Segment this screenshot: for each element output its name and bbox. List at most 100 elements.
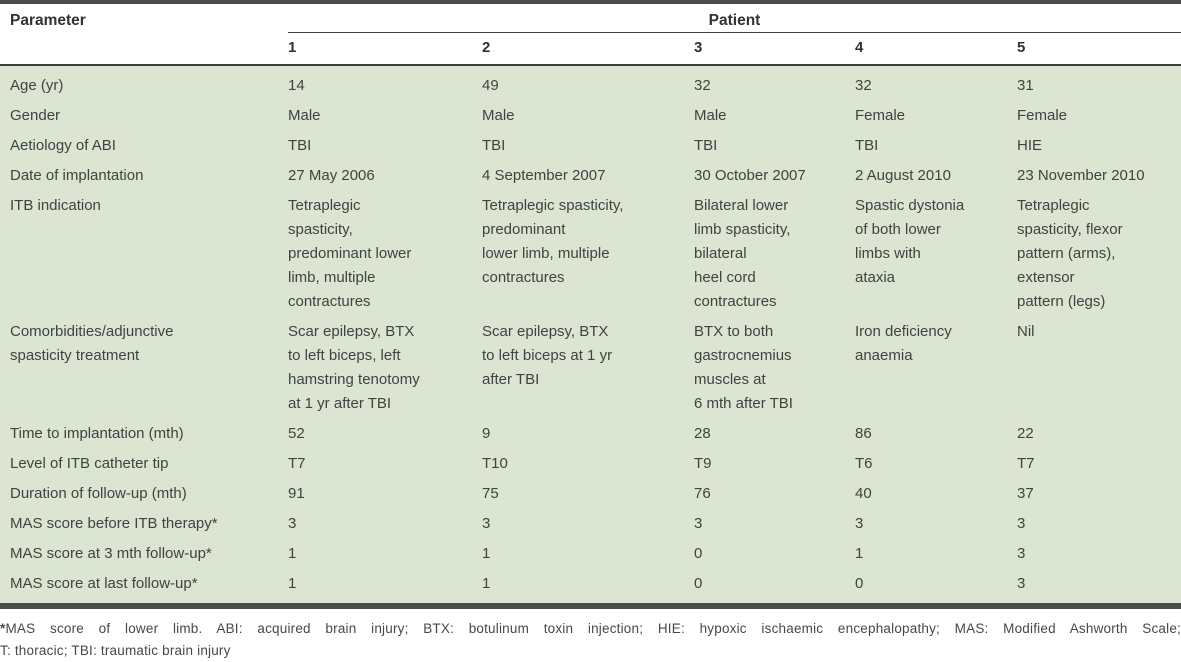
table-row: Gender Male Male Male Female Female [0,101,1181,131]
row-parameter-label: MAS score at 3 mth follow-up* [10,545,212,562]
row-parameter-label: Gender [10,107,61,124]
patient-1-header: 1 [288,32,482,66]
table-row: ITB indication Tetraplegic spasticity, pr… [0,191,1181,317]
patient-value-cell: 1 [855,545,864,562]
row-parameter-label: Comorbidities/adjunctive spasticity trea… [10,323,174,364]
row-parameter-label: MAS score at last follow-up* [10,575,198,592]
row-parameter-label: Date of implantation [10,167,144,184]
header-row-group: Parameter Patient [0,2,1181,33]
patient-value-cell: 49 [482,77,499,94]
table-header: Parameter Patient 1 2 3 4 5 [0,2,1181,66]
patient-value-cell: BTX to both gastrocnemius muscles at 6 m… [694,323,793,412]
table-row: Comorbidities/adjunctive spasticity trea… [0,317,1181,419]
patient-value-cell: HIE [1017,137,1043,154]
footnote-line-2: T: thoracic; TBI: traumatic brain injury [0,643,231,658]
row-parameter-label: MAS score before ITB therapy* [10,515,218,532]
patient-3-header: 3 [694,32,855,66]
patient-value-cell: 32 [855,77,872,94]
row-parameter-label: ITB indication [10,197,101,214]
patient-value-cell: T10 [482,455,508,472]
patient-value-cell: T7 [288,455,306,472]
patient-value-cell: 0 [855,575,864,592]
patient-value-cell: Iron deficiency anaemia [855,323,952,364]
patient-value-cell: TBI [482,137,506,154]
patient-value-cell: Female [1017,107,1068,124]
patient-value-cell: Male [694,107,727,124]
row-parameter-label: Duration of follow-up (mth) [10,485,187,502]
patient-value-cell: Tetraplegic spasticity, predominant lowe… [482,197,624,286]
patient-value-cell: 3 [1017,545,1026,562]
patient-2-header: 2 [482,32,694,66]
patient-value-cell: 22 [1017,425,1034,442]
patient-value-cell: Bilateral lower limb spasticity, bilater… [694,197,791,310]
row-parameter-label: Time to implantation (mth) [10,425,184,442]
table-row: Age (yr) 14 49 32 32 31 [0,65,1181,101]
header-row-patient-numbers: 1 2 3 4 5 [0,32,1181,66]
patient-value-cell: 28 [694,425,711,442]
patient-value-cell: 30 October 2007 [694,167,806,184]
table-row: MAS score at 3 mth follow-up* 1 1 0 1 3 [0,539,1181,569]
patient-value-cell: 27 May 2006 [288,167,375,184]
patient-value-cell: Spastic dystonia of both lower limbs wit… [855,197,965,286]
patient-value-cell: Scar epilepsy, BTX to left biceps at 1 y… [482,323,613,388]
patient-value-cell: TBI [288,137,312,154]
table-row: Aetiology of ABI TBI TBI TBI TBI HIE [0,131,1181,161]
patient-value-cell: 1 [288,575,297,592]
patient-value-cell: TBI [694,137,718,154]
table-row: MAS score at last follow-up* 1 1 0 0 3 [0,569,1181,606]
patient-5-header: 5 [1017,32,1181,66]
patient-value-cell: 3 [482,515,491,532]
patient-value-cell: 0 [694,545,703,562]
table-row: MAS score before ITB therapy* 3 3 3 3 3 [0,509,1181,539]
patient-value-cell: 37 [1017,485,1034,502]
patient-value-cell: T6 [855,455,873,472]
patient-value-cell: 4 September 2007 [482,167,606,184]
patient-value-cell: Male [482,107,515,124]
table-footnote: *MAS score of lower limb. ABI: acquired … [0,618,1181,662]
patient-value-cell: 23 November 2010 [1017,167,1145,184]
patient-value-cell: 9 [482,425,491,442]
patient-value-cell: Female [855,107,906,124]
table-row: Date of implantation 27 May 2006 4 Septemb… [0,161,1181,191]
patient-value-cell: 2 August 2010 [855,167,951,184]
patient-value-cell: 52 [288,425,305,442]
patient-value-cell: 1 [482,575,491,592]
blank-header-cell [0,32,288,66]
patient-value-cell: 3 [1017,515,1026,532]
table-row: Duration of follow-up (mth) 91 75 76 40 37 [0,479,1181,509]
row-parameter-label: Aetiology of ABI [10,137,116,154]
patient-value-cell: TBI [855,137,879,154]
table-row: Level of ITB catheter tip T7 T10 T9 T6 T7 [0,449,1181,479]
patient-value-cell: 3 [855,515,864,532]
table-body: Age (yr) 14 49 32 32 31 Gender Male Male Male Fema… [0,65,1181,606]
patient-value-cell: 1 [482,545,491,562]
patient-value-cell: 3 [694,515,703,532]
patient-value-cell: 0 [694,575,703,592]
patient-value-cell: 31 [1017,77,1034,94]
row-parameter-label: Age (yr) [10,77,64,94]
patient-value-cell: 3 [1017,575,1026,592]
patient-value-cell: 32 [694,77,711,94]
patient-value-cell: 91 [288,485,305,502]
patient-value-cell: Scar epilepsy, BTX to left biceps, left … [288,323,420,412]
patient-value-cell: T9 [694,455,712,472]
patient-value-cell: Male [288,107,321,124]
patient-value-cell: 76 [694,485,711,502]
row-parameter-label: Level of ITB catheter tip [10,455,169,472]
footnote-abbreviations: MAS score of lower limb. ABI: acquired b… [5,621,1181,636]
patient-value-cell: Nil [1017,323,1035,340]
patient-value-cell: 1 [288,545,297,562]
patient-value-cell: Tetraplegic spasticity, predominant lowe… [288,197,412,310]
patient-value-cell: 75 [482,485,499,502]
patient-value-cell: 40 [855,485,872,502]
table-row: Time to implantation (mth) 52 9 28 86 22 [0,419,1181,449]
patient-group-header: Patient [288,2,1181,33]
parameter-column-header: Parameter [10,12,86,29]
patient-value-cell: 14 [288,77,305,94]
patient-parameters-table: Parameter Patient 1 2 3 4 5 Age (yr) 14 49… [0,0,1181,609]
footnote-asterisk: * [0,621,6,636]
patient-value-cell: Tetraplegic spasticity, flexor pattern (… [1017,197,1123,310]
patient-value-cell: 86 [855,425,872,442]
footnote-line-1: *MAS score of lower limb. ABI: acquired … [0,618,1181,640]
patient-value-cell: 3 [288,515,297,532]
